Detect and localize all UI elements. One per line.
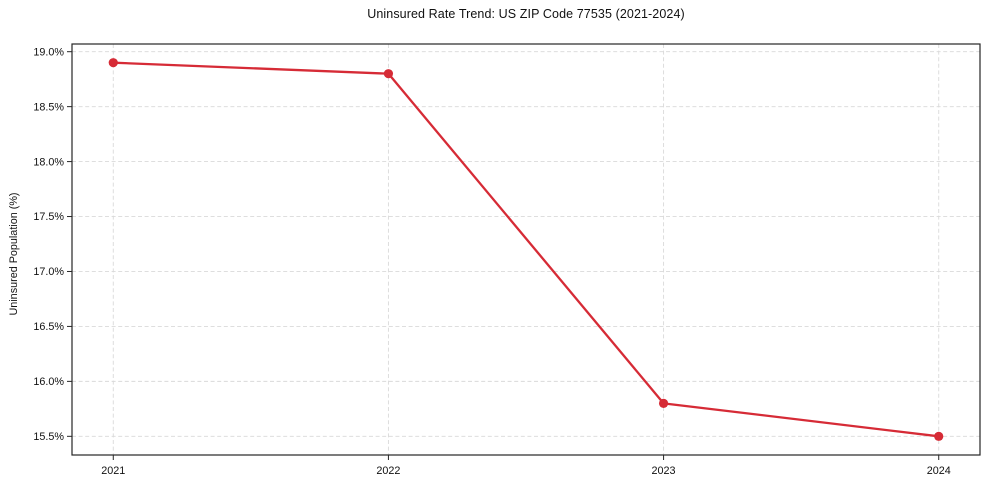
data-line <box>112 61 940 438</box>
axes-spines <box>71 43 981 456</box>
y-tick-label: 19.0% <box>33 46 64 58</box>
y-tick-label: 17.0% <box>33 266 64 278</box>
x-tick-label: 2023 <box>652 465 676 477</box>
data-point <box>934 431 944 441</box>
y-tick-label: 16.0% <box>33 376 64 388</box>
y-tick-label: 17.5% <box>33 211 64 223</box>
x-tick-label: 2021 <box>101 465 125 477</box>
y-tick-label: 18.5% <box>33 101 64 113</box>
y-tick-label: 15.5% <box>33 431 64 443</box>
data-point <box>108 58 118 68</box>
y-tick-label: 16.5% <box>33 321 64 333</box>
chart-title: Uninsured Rate Trend: US ZIP Code 77535 … <box>367 7 685 21</box>
y-tick-label: 18.0% <box>33 156 64 168</box>
data-point <box>658 398 669 408</box>
data-point <box>383 69 394 79</box>
x-tick-label: 2022 <box>376 465 400 477</box>
x-tick-label: 2024 <box>927 465 951 477</box>
